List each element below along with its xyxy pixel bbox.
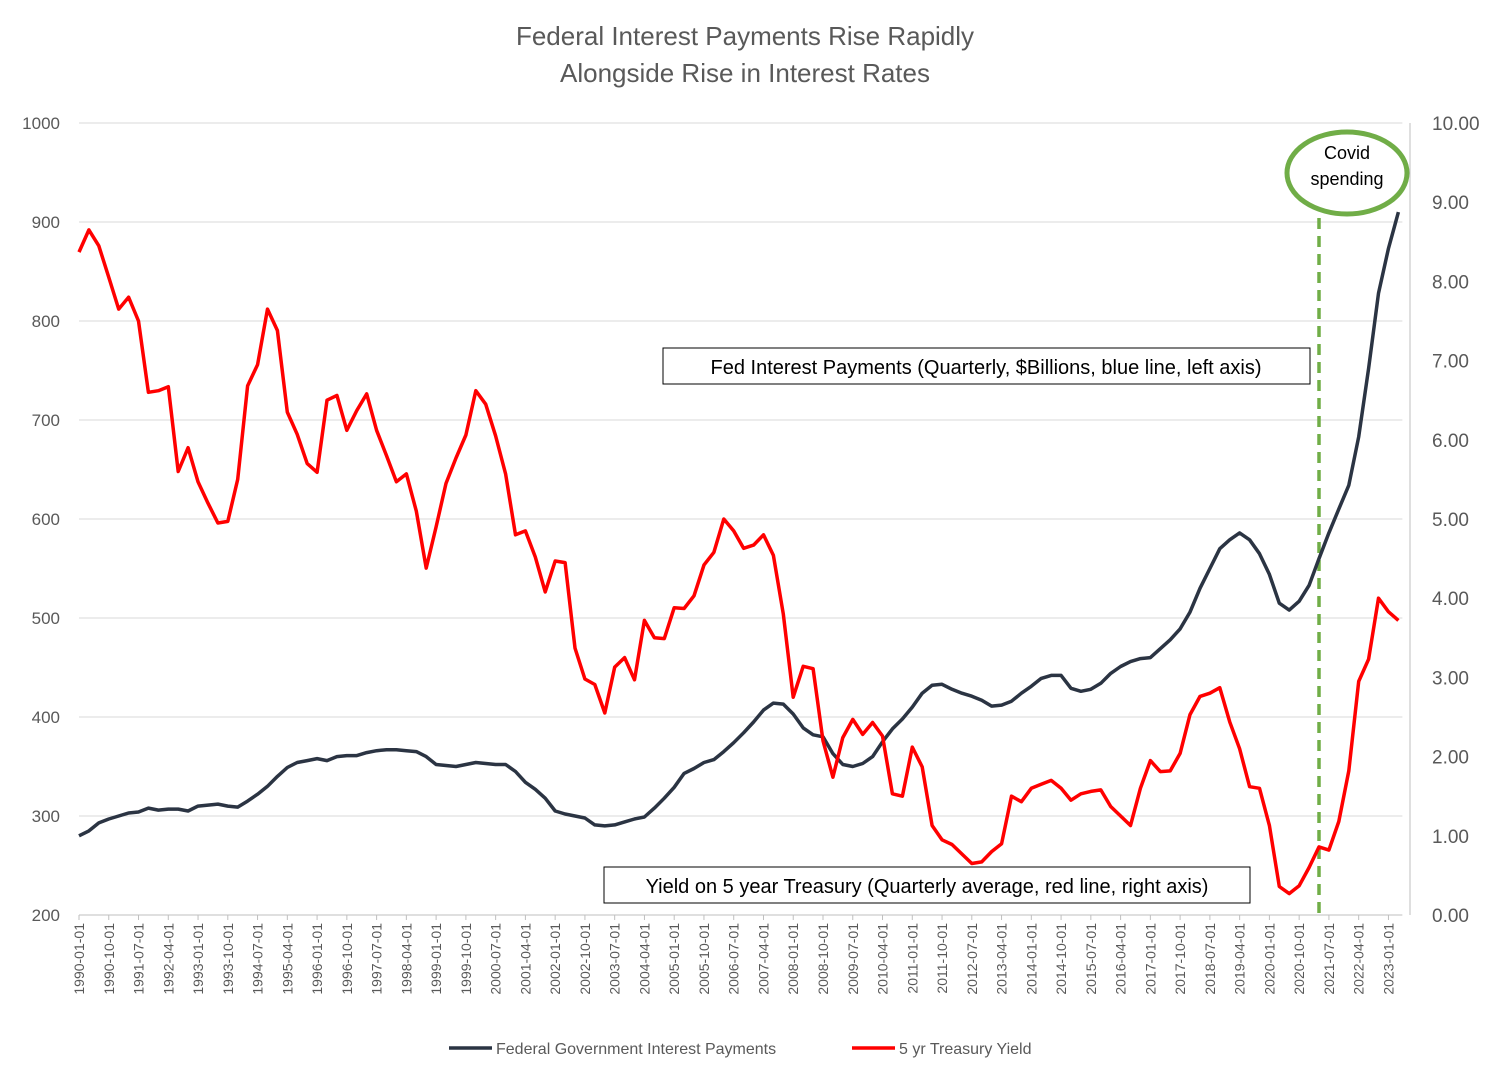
left-tick-label: 1000 — [22, 114, 60, 133]
annotation-payments-box — [662, 347, 1311, 385]
x-tick-label: 2011-10-01 — [934, 923, 950, 994]
covid-label-line-2: spending — [1310, 169, 1383, 189]
right-tick-label: 8.00 — [1432, 272, 1469, 293]
x-tick-label: 1995-04-01 — [279, 923, 295, 995]
x-tick-label: 1996-10-01 — [339, 923, 355, 995]
series-line-treasury-yield — [77, 228, 1400, 896]
x-tick-label: 1998-04-01 — [398, 923, 414, 995]
annotation-payments-text: Fed Interest Payments (Quarterly, $Billi… — [711, 357, 1262, 379]
x-tick-label: 1996-01-01 — [309, 923, 325, 995]
x-tick-label: 2008-01-01 — [785, 923, 801, 995]
right-tick-label: 0.00 — [1432, 906, 1469, 927]
right-tick-label: 7.00 — [1432, 352, 1469, 373]
x-tick-label: 2021-07-01 — [1321, 923, 1337, 995]
x-tick-label: 2006-07-01 — [726, 923, 742, 995]
left-tick-label: 400 — [32, 708, 60, 727]
right-tick-label: 4.00 — [1432, 589, 1469, 610]
gridlines — [79, 122, 1403, 817]
x-tick-label: 2011-01-01 — [904, 923, 920, 994]
legend-label-yield: 5 yr Treasury Yield — [899, 1041, 1032, 1058]
x-tick-label: 2002-01-01 — [547, 923, 563, 995]
x-tick-label: 2018-07-01 — [1202, 923, 1218, 995]
x-tick-label: 2020-01-01 — [1261, 923, 1277, 995]
x-tick-label: 1999-10-01 — [458, 923, 474, 995]
x-tick-label: 2007-04-01 — [755, 923, 771, 995]
x-tick-label: 1990-01-01 — [71, 923, 87, 995]
covid-label-line-1: Covid — [1324, 143, 1370, 163]
axes — [79, 123, 1411, 916]
x-tick-label: 2012-07-01 — [964, 923, 980, 995]
right-tick-label: 9.00 — [1432, 193, 1469, 214]
x-tick-label: 1993-01-01 — [190, 923, 206, 995]
x-tick-label: 2015-07-01 — [1083, 923, 1099, 995]
legend-label-payments: Federal Government Interest Payments — [496, 1041, 776, 1058]
x-tick-label: 2019-04-01 — [1232, 923, 1248, 995]
x-tick-label: 2017-01-01 — [1142, 923, 1158, 995]
chart-title-line-1: Federal Interest Payments Rise Rapidly — [516, 21, 974, 51]
right-tick-label: 5.00 — [1432, 510, 1469, 531]
x-tick-label: 2005-10-01 — [696, 923, 712, 995]
x-tick-label: 2004-04-01 — [636, 923, 652, 995]
x-tick-label: 2022-04-01 — [1351, 923, 1367, 995]
x-tick-label: 1997-07-01 — [369, 923, 385, 995]
x-tick-label: 2009-07-01 — [845, 923, 861, 995]
left-tick-label: 200 — [32, 906, 60, 925]
left-tick-label: 600 — [32, 510, 60, 529]
left-tick-label: 800 — [32, 312, 60, 331]
chart-title-line-2: Alongside Rise in Interest Rates — [560, 58, 930, 88]
annotation-yield-box — [603, 866, 1251, 904]
right-tick-label: 10.00 — [1432, 114, 1480, 135]
right-axis-ticks: 0.00 1.00 2.00 3.00 4.00 5.00 6.00 7.00 8.00 9.00… — [1432, 114, 1480, 927]
x-tick-label: 2001-04-01 — [517, 923, 533, 995]
series-line-interest-payments — [78, 211, 1401, 838]
right-tick-label: 3.00 — [1432, 668, 1469, 689]
x-axis-ticks: 1990-01-01 1990-10-01 1991-07-01 1992-04-01… — [71, 915, 1396, 995]
x-tick-label: 2020-10-01 — [1291, 923, 1307, 995]
annotation-yield: Yield on 5 year Treasury (Quarterly aver… — [603, 866, 1251, 904]
x-tick-label: 2016-04-01 — [1113, 923, 1129, 995]
x-tick-label: 2010-04-01 — [875, 923, 891, 995]
x-tick-label: 2002-10-01 — [577, 923, 593, 995]
x-tick-label: 2003-07-01 — [607, 923, 623, 995]
left-tick-label: 900 — [32, 213, 60, 232]
legend: Federal Government Interest Payments 5 y… — [449, 1041, 1032, 1058]
right-tick-label: 1.00 — [1432, 827, 1469, 848]
x-tick-label: 1991-07-01 — [131, 923, 147, 995]
x-tick-label: 2000-07-01 — [488, 923, 504, 995]
x-tick-label: 2023-01-01 — [1380, 923, 1396, 995]
right-tick-label: 6.00 — [1432, 431, 1469, 452]
x-tick-label: 1999-01-01 — [428, 923, 444, 995]
x-tick-label: 2017-10-01 — [1172, 923, 1188, 995]
left-tick-label: 500 — [32, 609, 60, 628]
covid-circle — [1284, 129, 1410, 217]
left-tick-label: 700 — [32, 411, 60, 430]
x-tick-label: 1994-07-01 — [250, 923, 266, 995]
annotation-yield-text: Yield on 5 year Treasury (Quarterly aver… — [646, 876, 1209, 898]
x-tick-label: 1993-10-01 — [220, 923, 236, 995]
x-tick-label: 1992-04-01 — [160, 923, 176, 995]
x-tick-label: 2014-01-01 — [1023, 923, 1039, 995]
annotation-payments: Fed Interest Payments (Quarterly, $Billi… — [662, 347, 1311, 385]
x-tick-label: 2014-10-01 — [1053, 923, 1069, 995]
left-axis-ticks: 200 300 400 500 600 700 800 900 1000 — [22, 114, 60, 925]
x-tick-label: 2005-01-01 — [666, 923, 682, 995]
right-tick-label: 2.00 — [1432, 748, 1469, 769]
x-tick-label: 2008-10-01 — [815, 923, 831, 995]
x-tick-label: 1990-10-01 — [101, 923, 117, 995]
left-tick-label: 300 — [32, 807, 60, 826]
x-tick-label: 2013-04-01 — [994, 923, 1010, 995]
